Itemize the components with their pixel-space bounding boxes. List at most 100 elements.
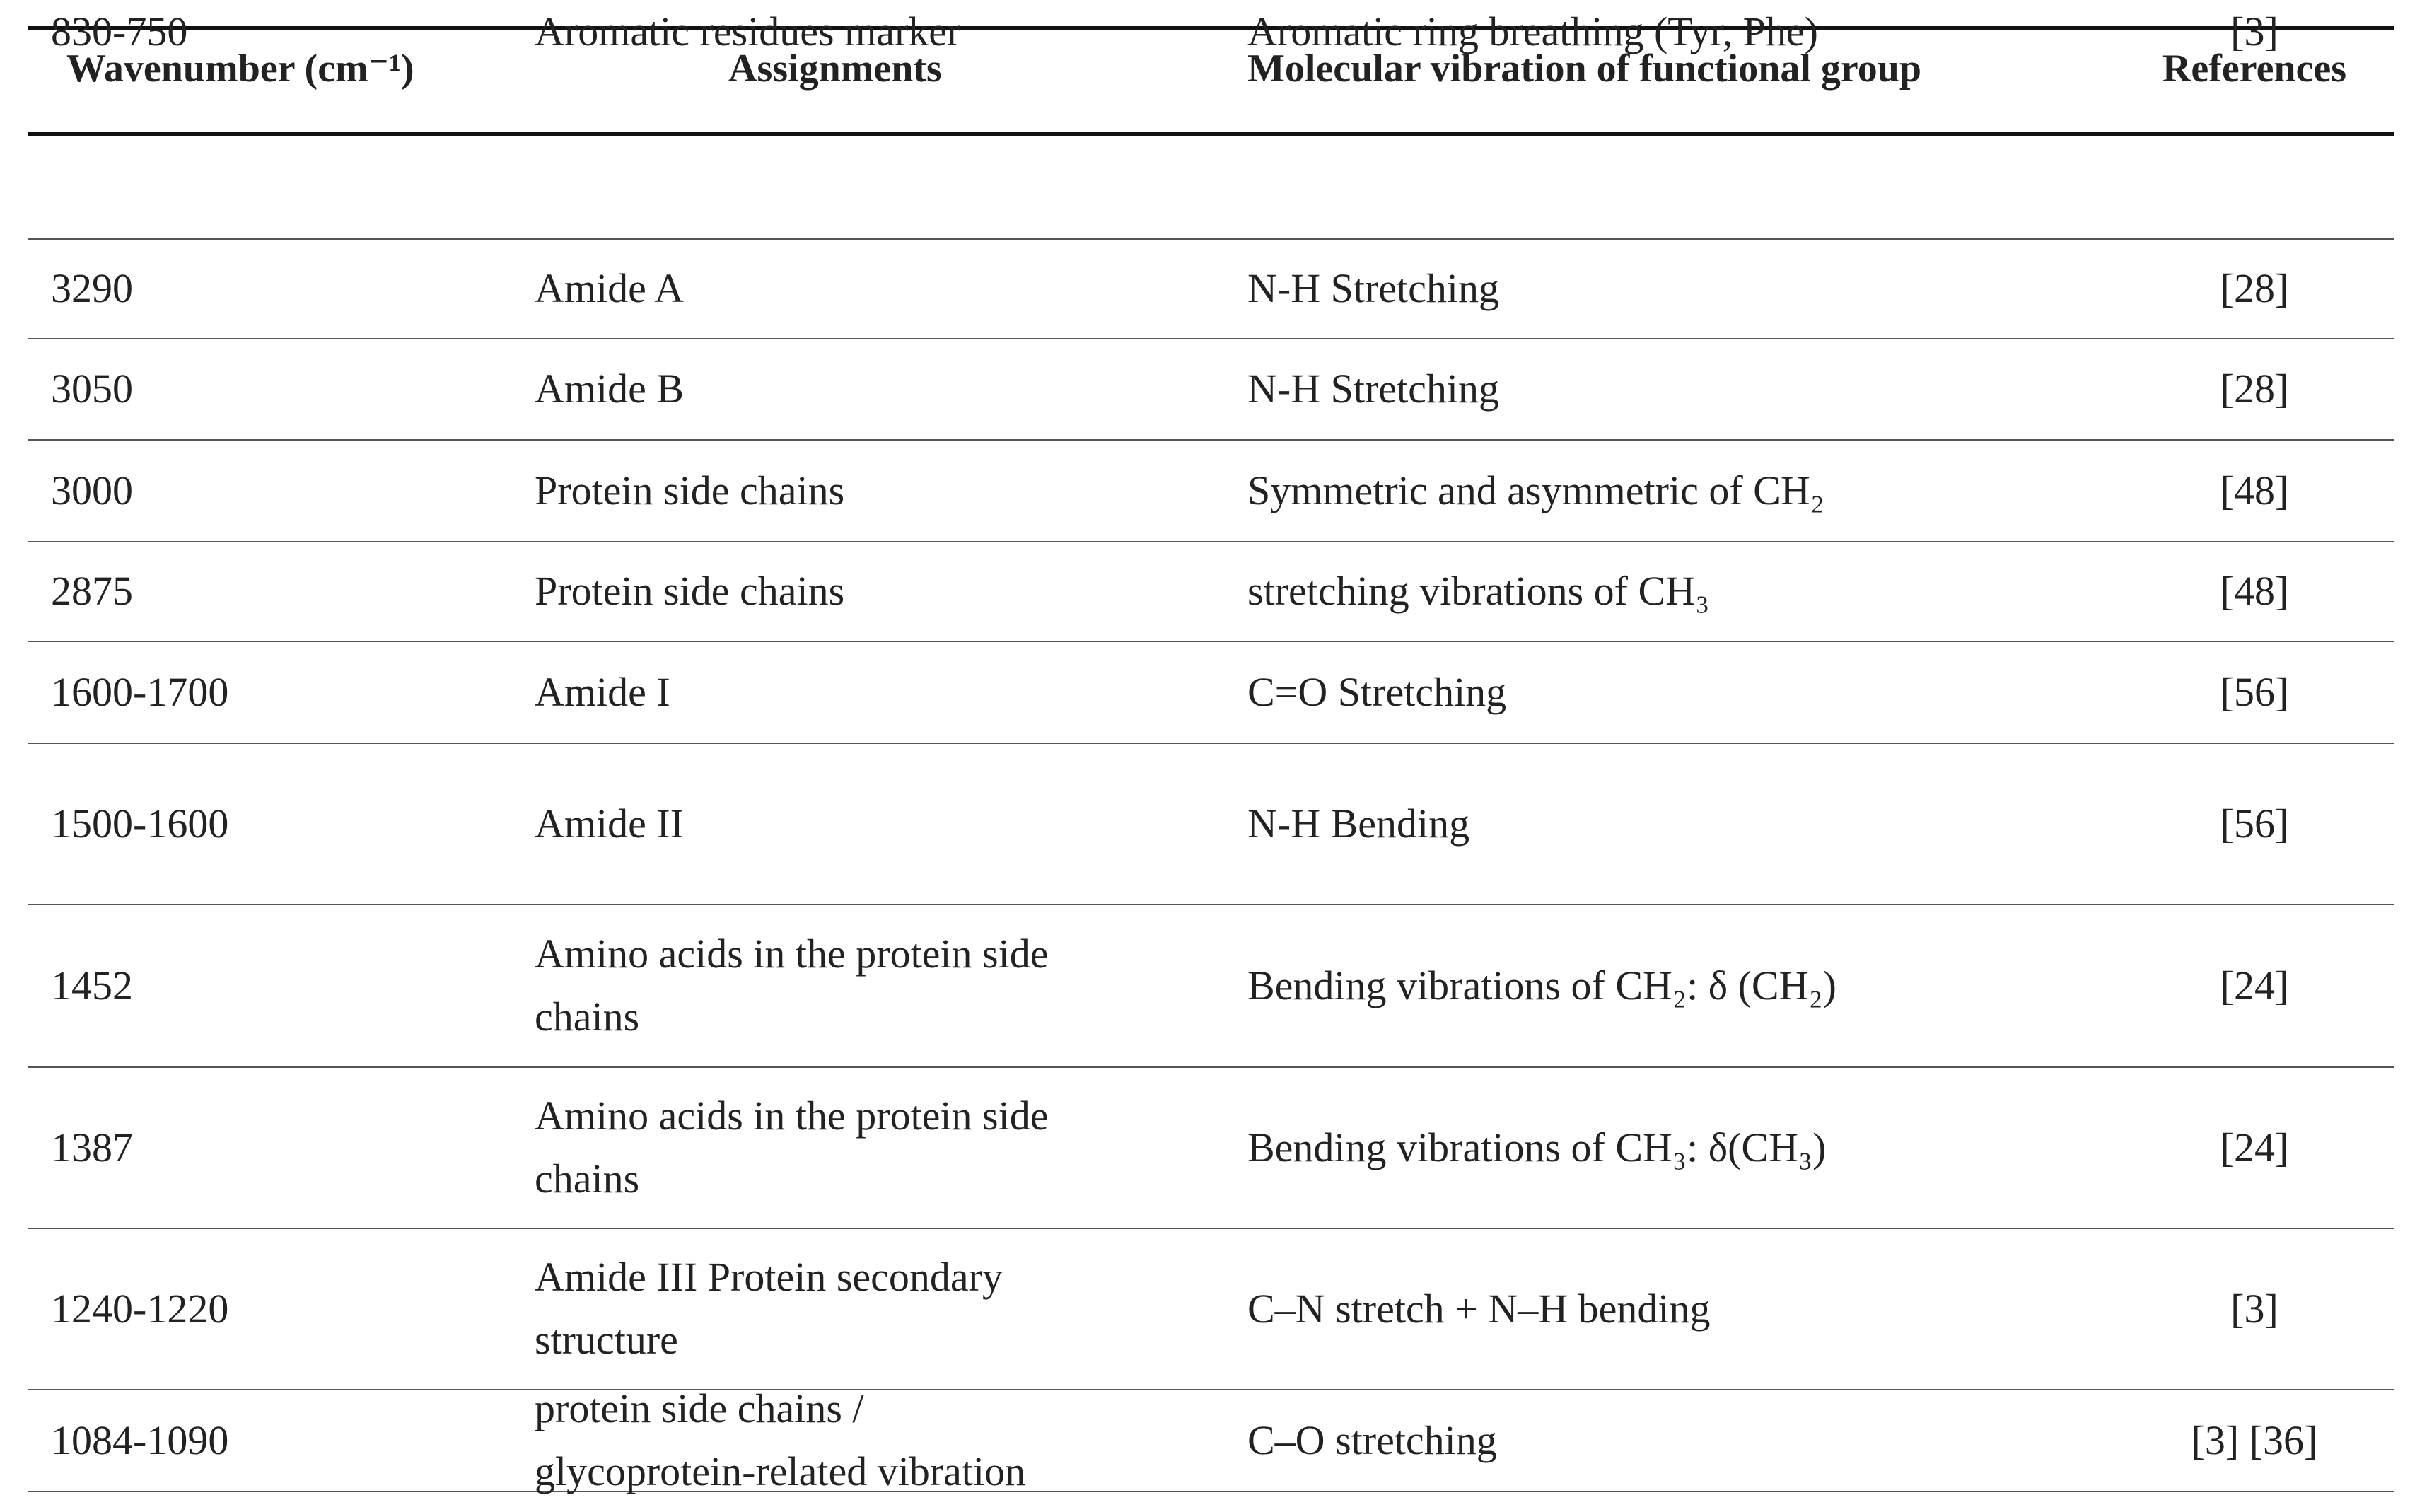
table-cell: Bending vibrations of CH₃: δ(CH₃) — [1247, 1116, 1827, 1179]
cell-text: N-H Stretching — [1247, 366, 1499, 412]
table-cell: 3000 — [51, 459, 133, 522]
table-cell: [28] — [1972, 357, 2410, 420]
cell-text: [3] — [2230, 8, 2278, 54]
table-cell: [48] — [1972, 559, 2410, 622]
cell-text: Amide I — [535, 668, 670, 715]
table-cell: [56] — [1972, 661, 2410, 723]
cell-text: Bending vibrations of CH₂: δ (CH₂) — [1247, 962, 1836, 1008]
cell-text: 3000 — [51, 467, 133, 513]
row-rule — [28, 743, 2394, 744]
cell-text: C–O stretching — [1247, 1417, 1497, 1463]
header-cell: Assignments — [728, 47, 942, 91]
cell-text: [48] — [2220, 568, 2289, 614]
table-cell: Amide III Protein secondary structure — [535, 1245, 1003, 1371]
table-cell: N-H Bending — [1247, 792, 1469, 855]
table-cell: 830-750 — [51, 0, 187, 63]
cell-text: structure — [535, 1317, 678, 1363]
table-cell: 1452 — [51, 954, 133, 1017]
cell-text: Bending vibrations of CH₃: δ(CH₃) — [1247, 1124, 1827, 1170]
cell-text: Amino acids in the protein side — [535, 1093, 1049, 1139]
cell-text: 1500-1600 — [51, 800, 229, 847]
cell-text: stretching vibrations of CH₃ — [1247, 568, 1710, 614]
table-cell: 1084-1090 — [51, 1409, 228, 1472]
header-cell: Wavenumber (cm⁻¹) — [66, 47, 414, 91]
table-cell: Protein side chains — [535, 459, 844, 522]
table-cell: [3] [36] — [1972, 1409, 2410, 1472]
cell-text: Amide A — [535, 265, 685, 311]
table-cell: [28] — [1972, 257, 2410, 320]
row-rule — [28, 641, 2394, 642]
cell-text: chains — [535, 1156, 640, 1202]
header-cell: Molecular vibration of functional group — [1247, 47, 1922, 91]
table-cell: C–N stretch + N–H bending — [1247, 1277, 1711, 1340]
cell-text: N-H Bending — [1247, 800, 1470, 847]
cell-text: protein side chains / — [535, 1385, 864, 1431]
table-cell: Protein side chains — [535, 559, 844, 622]
table-cell: protein side chains / glycoprotein-relate… — [535, 1377, 1025, 1503]
table-cell: 1500-1600 — [51, 792, 228, 855]
cell-text: chains — [535, 994, 640, 1040]
cell-text: Amide II — [535, 800, 684, 847]
cell-text: Aromatic residues marker — [535, 8, 961, 54]
cell-text: [3] — [2230, 1285, 2278, 1332]
row-rule — [28, 1066, 2394, 1068]
table-cell: Aromatic ring breathing (Tyr, Phe) — [1247, 0, 1818, 63]
cell-text: [28] — [2220, 265, 2289, 311]
table-cell: [48] — [1972, 459, 2410, 522]
cell-text: Amide B — [535, 366, 685, 412]
table-cell: Amide B — [535, 357, 684, 420]
cell-text: Aromatic ring breathing (Tyr, Phe) — [1247, 8, 1818, 54]
cell-text: C–N stretch + N–H bending — [1247, 1285, 1711, 1332]
row-rule — [28, 439, 2394, 441]
table-cell: 2875 — [51, 559, 133, 622]
cell-text: Protein side chains — [535, 467, 845, 513]
table-cell: 1240-1220 — [51, 1277, 228, 1340]
table-cell: Aromatic residues marker — [535, 0, 960, 63]
cell-text: [48] — [2220, 467, 2289, 513]
cell-text: 830-750 — [51, 8, 188, 54]
cell-text: C=O Stretching — [1247, 668, 1507, 715]
table-cell: 1600-1700 — [51, 661, 228, 723]
table-cell: [56] — [1972, 792, 2410, 855]
cell-text: [3] [36] — [2191, 1417, 2318, 1463]
table-cell: [24] — [1972, 1116, 2410, 1179]
table-cell: Bending vibrations of CH₂: δ (CH₂) — [1247, 954, 1836, 1017]
bottom-rule — [28, 1491, 2394, 1492]
row-rule — [28, 238, 2394, 240]
cell-text: [24] — [2220, 1124, 2289, 1170]
cell-text: [56] — [2220, 668, 2289, 715]
cell-text: 3290 — [51, 265, 133, 311]
top-rule — [28, 26, 2394, 30]
table-cell: 3290 — [51, 257, 133, 320]
cell-text: 1240-1220 — [51, 1285, 229, 1332]
cell-text: glycoprotein-related vibration — [535, 1448, 1026, 1494]
table-cell: C–O stretching — [1247, 1409, 1497, 1472]
cell-text: [28] — [2220, 366, 2289, 412]
table-cell: Amide II — [535, 792, 684, 855]
table-cell: [3] — [1972, 1277, 2410, 1340]
table-cell: [3] — [1972, 0, 2410, 63]
row-rule — [28, 1228, 2394, 1229]
table-cell: 1387 — [51, 1116, 133, 1179]
table-cell: [24] — [1972, 954, 2410, 1017]
table-cell: Amide I — [535, 661, 670, 723]
cell-text: 1387 — [51, 1124, 133, 1170]
cell-text: 1600-1700 — [51, 668, 229, 715]
row-rule — [28, 1389, 2394, 1390]
header-rule — [28, 132, 2394, 136]
table-cell: Amino acids in the protein side chains — [535, 922, 1048, 1048]
header-cell: References — [2162, 47, 2347, 91]
cell-text: [56] — [2220, 800, 2289, 847]
table-cell: Amino acids in the protein side chains — [535, 1084, 1048, 1210]
table-cell: N-H Stretching — [1247, 357, 1499, 420]
table-cell: Symmetric and asymmetric of CH₂ — [1247, 459, 1824, 522]
cell-text: 3050 — [51, 366, 133, 412]
cell-text: 1084-1090 — [51, 1417, 229, 1463]
row-rule — [28, 338, 2394, 339]
table-cell: C=O Stretching — [1247, 661, 1506, 723]
table-cell: stretching vibrations of CH₃ — [1247, 559, 1709, 622]
cell-text: Amino acids in the protein side — [535, 931, 1049, 977]
cell-text: 2875 — [51, 568, 133, 614]
table-cell: 3050 — [51, 357, 133, 420]
